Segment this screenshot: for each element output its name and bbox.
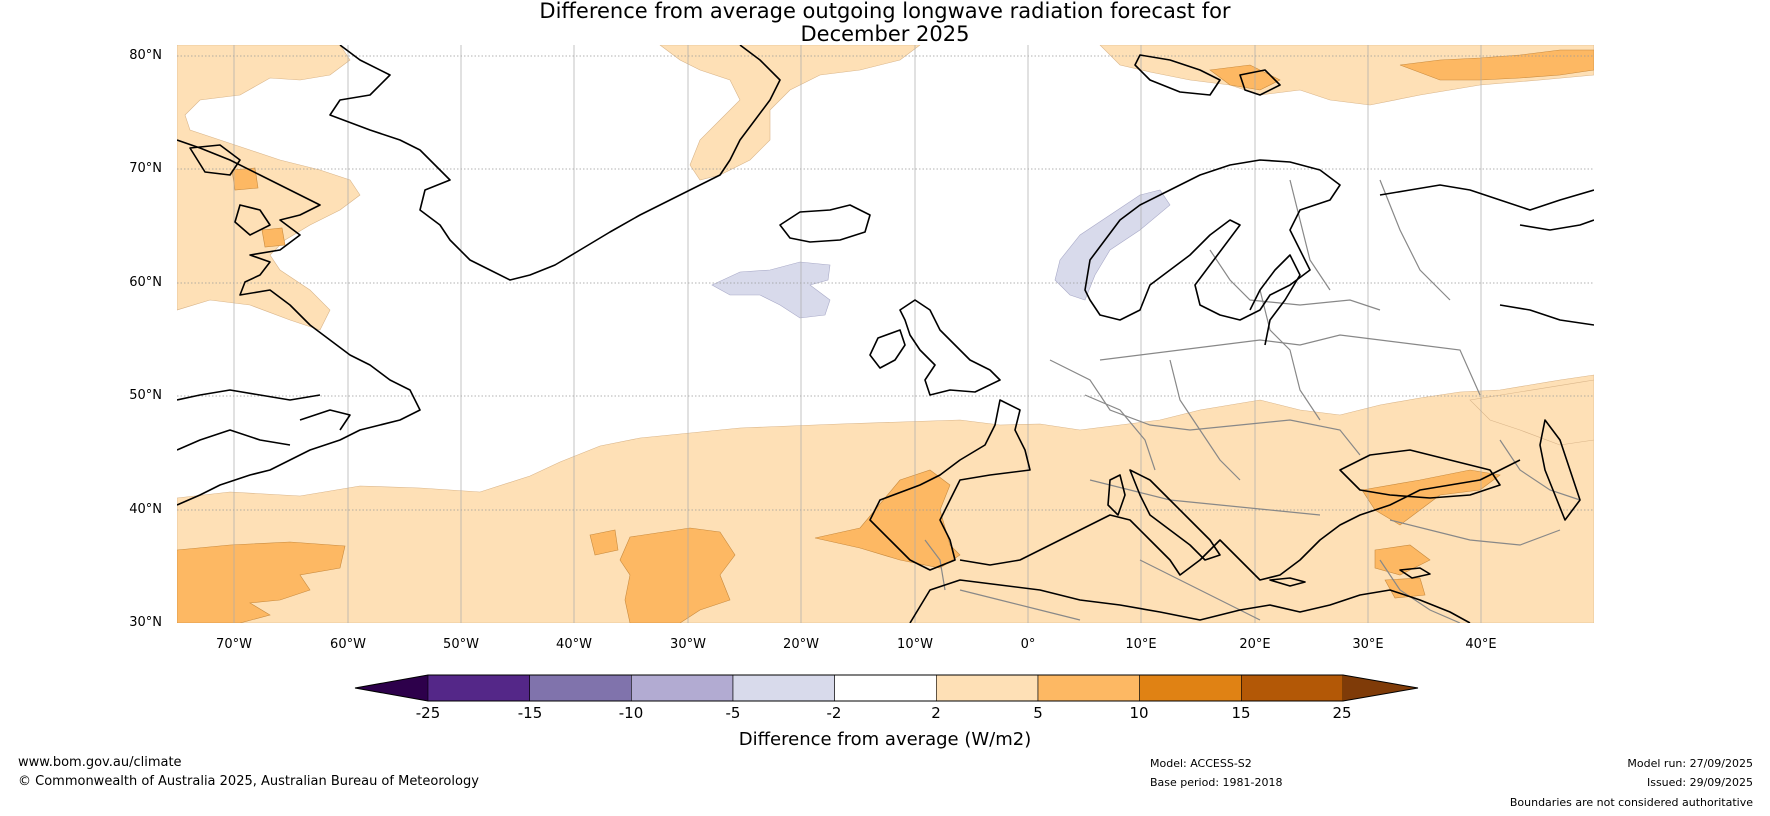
- colorbar-swatch: [834, 674, 937, 702]
- colorbar-swatches: [355, 674, 1418, 702]
- footer-base-period: Base period: 1981-2018: [1150, 776, 1283, 789]
- lat-label-70n: 70°N: [129, 161, 162, 176]
- lon-label-40e: 40°E: [1465, 637, 1497, 652]
- anomaly-positive-medium: [177, 49, 1594, 623]
- colorbar-extend-low: [355, 675, 428, 701]
- colorbar-extend-high: [1343, 675, 1418, 701]
- lon-label-70w: 70°W: [216, 637, 252, 652]
- lon-label-40w: 40°W: [556, 637, 592, 652]
- map-title-line1: Difference from average outgoing longwav…: [539, 0, 1231, 23]
- colorbar-tick-minus15: -15: [517, 704, 543, 722]
- lon-label-30w: 30°W: [670, 637, 706, 652]
- lat-label-30n: 30°N: [129, 615, 162, 630]
- lon-label-20e: 20°E: [1239, 637, 1271, 652]
- country-borders: [924, 179, 1581, 623]
- colorbar-swatch: [631, 674, 734, 702]
- lon-label-20w: 20°W: [783, 637, 819, 652]
- lon-label-10w: 10°W: [897, 637, 933, 652]
- colorbar-swatch: [529, 674, 632, 702]
- lat-label-60n: 60°N: [129, 275, 162, 290]
- lon-label-10e: 10°E: [1125, 637, 1157, 652]
- longitude-gridlines: [233, 45, 1482, 623]
- colorbar-tick-2: 2: [931, 704, 941, 722]
- colorbar-tick-minus25: -25: [415, 704, 441, 722]
- colorbar-tick-5: 5: [1033, 704, 1043, 722]
- footer-copyright: © Commonwealth of Australia 2025, Austra…: [18, 774, 479, 789]
- footer-url: www.bom.gov.au/climate: [18, 755, 182, 770]
- colorbar-tick-10: 10: [1129, 704, 1149, 722]
- lon-label-30e: 30°E: [1352, 637, 1384, 652]
- colorbar-swatch: [1241, 674, 1344, 702]
- lat-label-80n: 80°N: [129, 48, 162, 63]
- colorbar-swatch: [1139, 674, 1242, 702]
- footer-model: Model: ACCESS-S2: [1150, 757, 1252, 770]
- footer-model-run: Model run: 27/09/2025: [1627, 757, 1753, 770]
- colorbar-tick-minus10: -10: [618, 704, 644, 722]
- lon-label-50w: 50°W: [443, 637, 479, 652]
- colorbar-tick-15: 15: [1231, 704, 1251, 722]
- colorbar-swatch: [732, 674, 835, 702]
- lon-label-0: 0°: [1020, 637, 1036, 652]
- coastlines: [177, 45, 1594, 623]
- colorbar-tick-25: 25: [1332, 704, 1352, 722]
- lon-label-60w: 60°W: [330, 637, 366, 652]
- colorbar-swatch: [1037, 674, 1140, 702]
- colorbar-title: Difference from average (W/m2): [738, 729, 1032, 750]
- footer-issued: Issued: 29/09/2025: [1646, 776, 1753, 789]
- colorbar-tick-minus5: -5: [725, 704, 741, 722]
- lat-label-50n: 50°N: [129, 388, 162, 403]
- lat-label-40n: 40°N: [129, 502, 162, 517]
- colorbar-tick-minus2: -2: [826, 704, 842, 722]
- map-title: Difference from average outgoing longwav…: [0, 0, 1770, 46]
- map-title-line2: December 2025: [800, 22, 970, 46]
- latitude-gridlines: [177, 55, 1594, 511]
- colorbar-swatch: [936, 674, 1039, 702]
- footer-disclaimer: Boundaries are not considered authoritat…: [1509, 796, 1753, 809]
- colorbar-outline: [354, 674, 1419, 702]
- colorbar-swatch: [427, 674, 530, 702]
